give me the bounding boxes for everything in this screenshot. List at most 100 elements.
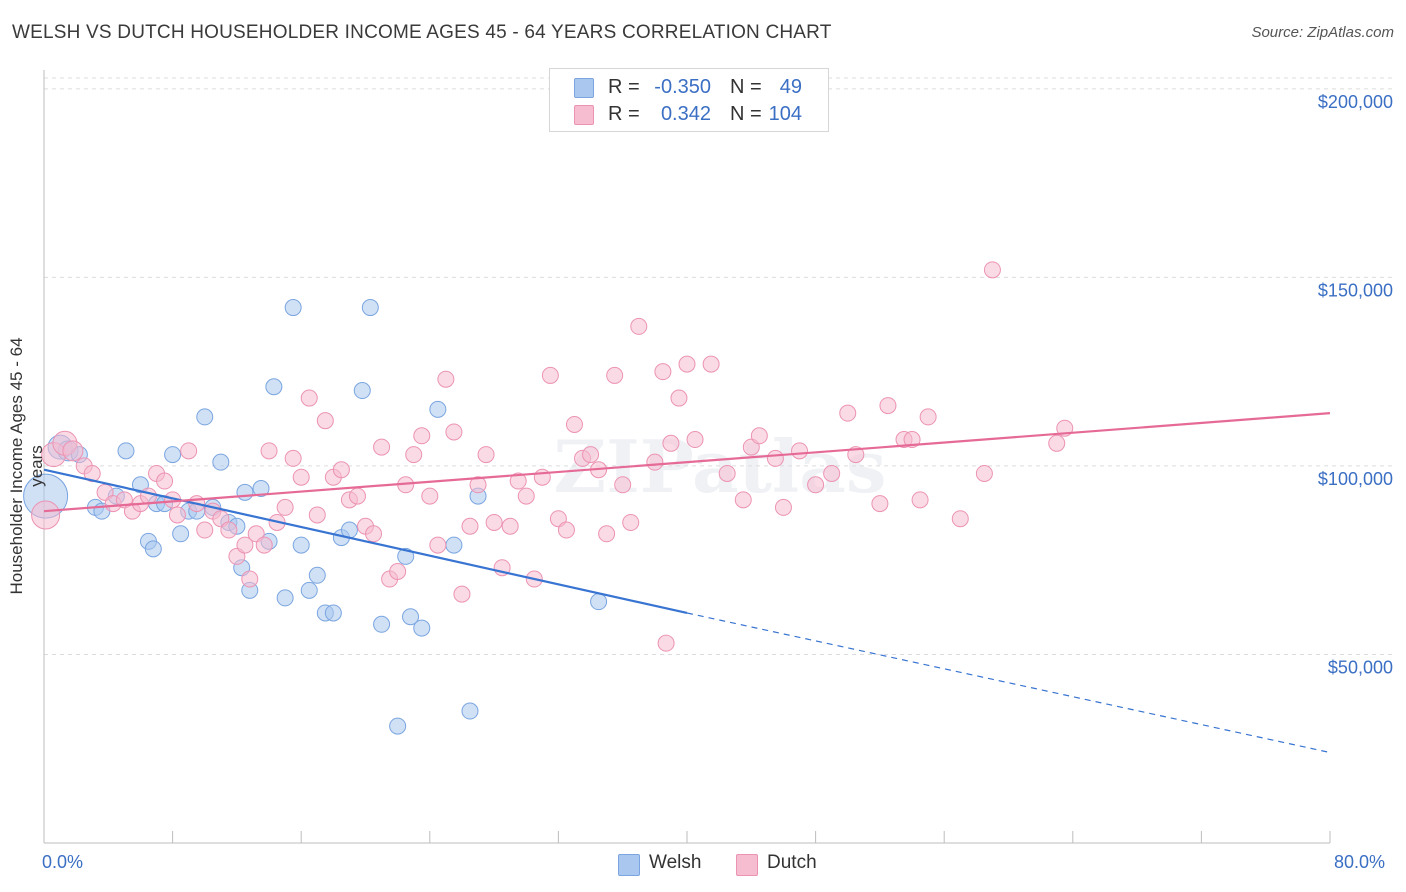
dutch-point xyxy=(839,404,857,422)
dutch-point xyxy=(276,498,294,516)
dutch-point xyxy=(598,525,616,543)
y-tick-label: $150,000 xyxy=(1318,280,1393,300)
dutch-point xyxy=(654,363,672,381)
welsh-point xyxy=(389,717,407,735)
dutch-point xyxy=(501,517,519,535)
welsh-point xyxy=(196,408,214,426)
welsh-point xyxy=(397,547,415,565)
welsh-point xyxy=(172,525,190,543)
dutch-point xyxy=(31,500,61,530)
dutch-point xyxy=(461,517,479,535)
dutch-point xyxy=(823,464,841,482)
dutch-point xyxy=(220,521,238,539)
welsh-point xyxy=(308,566,326,584)
welsh-swatch xyxy=(574,78,594,98)
y-axis-label: Householder Income Ages 45 - 64 years xyxy=(7,337,46,595)
dutch-point xyxy=(791,442,809,460)
dutch-point xyxy=(557,521,575,539)
dutch-point xyxy=(421,487,439,505)
dutch-point xyxy=(241,570,259,588)
x-axis-max-label: 80.0% xyxy=(1334,852,1386,872)
dutch-point xyxy=(662,434,680,452)
welsh-r-value: -0.350 xyxy=(654,76,711,98)
welsh-point xyxy=(324,604,342,622)
x-axis-min-label: 0.0% xyxy=(42,852,84,872)
dutch-point xyxy=(670,389,688,407)
dutch-point xyxy=(509,472,527,490)
dutch-point xyxy=(630,317,648,335)
welsh-n-label: N = xyxy=(730,76,762,98)
dutch-point xyxy=(485,513,503,531)
welsh-trend-extension xyxy=(686,612,1331,754)
welsh-r-label: R = xyxy=(608,76,640,98)
dutch-point xyxy=(284,449,302,467)
legend-row-welsh: R = -0.350 N = 49 xyxy=(550,74,828,101)
welsh-trend-line xyxy=(43,468,688,615)
dutch-point xyxy=(1048,434,1066,452)
welsh-point xyxy=(353,382,371,400)
dutch-point xyxy=(405,446,423,464)
dutch-point xyxy=(774,498,792,516)
dutch-point xyxy=(911,491,929,509)
dutch-point xyxy=(236,536,254,554)
dutch-point xyxy=(734,491,752,509)
dutch-point xyxy=(316,412,334,430)
welsh-point xyxy=(445,536,463,554)
dutch-legend-swatch xyxy=(736,854,758,876)
welsh-n-value: 49 xyxy=(779,76,802,98)
legend-row-dutch: R = 0.342 N = 104 xyxy=(550,101,828,128)
welsh-point xyxy=(402,608,420,626)
welsh-point xyxy=(117,442,135,460)
dutch-point xyxy=(614,476,632,494)
dutch-point xyxy=(168,506,186,524)
welsh-point xyxy=(413,619,431,637)
dutch-point xyxy=(750,427,768,445)
dutch-point xyxy=(308,506,326,524)
dutch-point xyxy=(541,366,559,384)
welsh-legend-swatch xyxy=(618,854,640,876)
dutch-point xyxy=(156,472,174,490)
dutch-point xyxy=(517,487,535,505)
dutch-n-value: 104 xyxy=(768,103,802,125)
dutch-point xyxy=(348,487,366,505)
dutch-point xyxy=(437,370,455,388)
dutch-point xyxy=(389,563,407,581)
welsh-point xyxy=(461,702,479,720)
dutch-point xyxy=(871,495,889,513)
dutch-point xyxy=(919,408,937,426)
dutch-point xyxy=(255,536,273,554)
dutch-point xyxy=(533,468,551,486)
dutch-point xyxy=(180,442,198,460)
dutch-point xyxy=(951,510,969,528)
dutch-point xyxy=(983,261,1001,279)
dutch-r-label: R = xyxy=(608,103,640,125)
dutch-trend-line xyxy=(43,412,1331,513)
welsh-point xyxy=(373,615,391,633)
dutch-point xyxy=(373,438,391,456)
correlation-legend: R = -0.350 N = 49 R = 0.342 N = 104 xyxy=(549,68,829,132)
dutch-point xyxy=(657,634,675,652)
welsh-point xyxy=(212,453,230,471)
dutch-point xyxy=(686,431,704,449)
welsh-point xyxy=(300,581,318,599)
chart-title: WELSH VS DUTCH HOUSEHOLDER INCOME AGES 4… xyxy=(12,22,832,43)
dutch-point xyxy=(702,355,720,373)
dutch-point xyxy=(646,453,664,471)
welsh-legend-label: Welsh xyxy=(649,852,702,873)
dutch-point xyxy=(62,440,84,462)
dutch-point xyxy=(766,449,784,467)
dutch-point xyxy=(718,464,736,482)
welsh-point xyxy=(284,299,302,317)
dutch-n-label: N = xyxy=(730,103,762,125)
dutch-point xyxy=(903,431,921,449)
dutch-point xyxy=(879,397,897,415)
dutch-point xyxy=(292,468,310,486)
welsh-point xyxy=(265,378,283,396)
dutch-point xyxy=(975,464,993,482)
dutch-point xyxy=(260,442,278,460)
dutch-point xyxy=(582,446,600,464)
dutch-point xyxy=(807,476,825,494)
dutch-point xyxy=(445,423,463,441)
source-credit: Source: ZipAtlas.com xyxy=(1251,24,1394,41)
